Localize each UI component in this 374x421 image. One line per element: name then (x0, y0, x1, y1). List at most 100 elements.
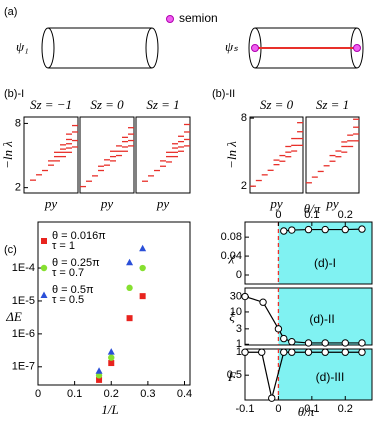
y-tick-label: 1E-7 (12, 361, 35, 373)
point (274, 325, 283, 333)
legend-label: semion (179, 11, 218, 25)
cylinder-end (145, 27, 159, 69)
legend-label: τ = 1 (52, 240, 75, 252)
y-axis-label: ξ (229, 309, 235, 324)
panel-label: (b)-I (4, 88, 24, 100)
point (108, 360, 115, 367)
point (241, 348, 249, 356)
point (321, 339, 329, 347)
panel-label: (d)-III (316, 370, 345, 384)
subplot-title: Sz = 0 (260, 97, 294, 112)
y-tick-label: 0.08 (221, 231, 242, 243)
subplot-title: Sz = −1 (30, 97, 72, 112)
x-tick-label: -0.1 (236, 403, 255, 415)
y-tick-label: 30 (230, 290, 242, 302)
phase-region (278, 349, 372, 400)
plot-frame (305, 116, 360, 194)
plot-frame (249, 116, 304, 194)
diagram-a (41, 15, 364, 69)
point (95, 367, 103, 374)
panel-label: (d)-I (314, 256, 336, 270)
point (126, 258, 134, 266)
y-tick-label: 2 (241, 180, 247, 192)
x-axis-label: θ/π (304, 201, 321, 216)
point (126, 315, 133, 322)
x-axis-label: 1/L (101, 402, 118, 417)
point (280, 348, 288, 356)
legend-label: θ = 0.5π (52, 284, 94, 296)
legend-marker (40, 264, 48, 272)
y-tick-label: 8 (15, 117, 21, 129)
state-label: ψ₁ (16, 39, 29, 54)
x-tick-label: 0.2 (338, 209, 353, 221)
y-axis-label: ΔE (5, 309, 22, 324)
phase-region (278, 288, 372, 345)
point (139, 244, 147, 252)
legend-label: τ = 0.5 (52, 294, 84, 306)
y-axis-label: F (227, 369, 237, 384)
x-axis-label: py (100, 196, 114, 211)
point (288, 226, 296, 234)
point (321, 348, 329, 356)
x-tick-label: 0.1 (67, 388, 82, 400)
x-axis-label: py (156, 196, 170, 211)
point (95, 372, 103, 379)
legend-marker (40, 291, 48, 298)
point (108, 354, 115, 361)
legend-label: θ = 0.25π (52, 257, 100, 269)
point (358, 225, 366, 233)
point (280, 334, 288, 343)
point (139, 264, 146, 272)
point (259, 298, 267, 306)
x-axis-label: py (269, 196, 283, 211)
y-tick-label: 3 (236, 323, 242, 335)
y-axis-label: −ln λ (224, 141, 239, 169)
y-tick-label: 0.04 (221, 250, 242, 262)
panel-label: (a) (4, 6, 17, 18)
plot-frame (244, 221, 373, 285)
point (139, 293, 146, 300)
plot-frame (135, 116, 191, 194)
panel-label: (c) (4, 244, 17, 256)
panel-label: (d)-II (309, 312, 334, 326)
x-axis-label: py (325, 196, 339, 211)
y-axis-label: χ (227, 249, 235, 264)
legend-label: θ = 0.016π (52, 230, 106, 242)
plot-frame (37, 221, 191, 386)
point (280, 227, 288, 235)
state-label: ψₛ (225, 39, 238, 54)
subplot-title: Sz = 0 (90, 97, 124, 112)
semion (251, 44, 259, 52)
point (341, 225, 349, 234)
y-tick-label: 1 (236, 338, 242, 350)
y-tick-label: 1E-6 (12, 328, 35, 340)
point (358, 339, 366, 347)
x-tick-label: 0.2 (104, 388, 119, 400)
point (321, 225, 329, 234)
y-tick-label: 1E-4 (12, 262, 35, 274)
x-tick-label: 0 (275, 209, 281, 221)
point (288, 348, 296, 356)
point (358, 348, 366, 356)
y-axis-label: −ln λ (0, 141, 15, 169)
point (341, 339, 349, 347)
point (304, 348, 313, 356)
y-tick-label: 0.5 (227, 369, 242, 381)
point (341, 348, 349, 356)
y-tick-label: 10 (230, 306, 242, 318)
x-axis-label: θ/π (298, 404, 315, 419)
point (288, 338, 296, 346)
panel-label: (b)-II (212, 88, 235, 100)
x-tick-label: 0.2 (338, 403, 353, 415)
semion (353, 44, 361, 52)
y-tick-label: 1E-5 (12, 295, 35, 307)
plot-frame (79, 116, 135, 194)
point (107, 348, 115, 355)
point (96, 376, 103, 383)
point (126, 284, 133, 292)
x-tick-label: 0.1 (304, 403, 319, 415)
cylinder-end (41, 27, 55, 69)
legend-label: τ = 0.7 (52, 267, 84, 279)
x-tick-label: 0.4 (177, 388, 192, 400)
